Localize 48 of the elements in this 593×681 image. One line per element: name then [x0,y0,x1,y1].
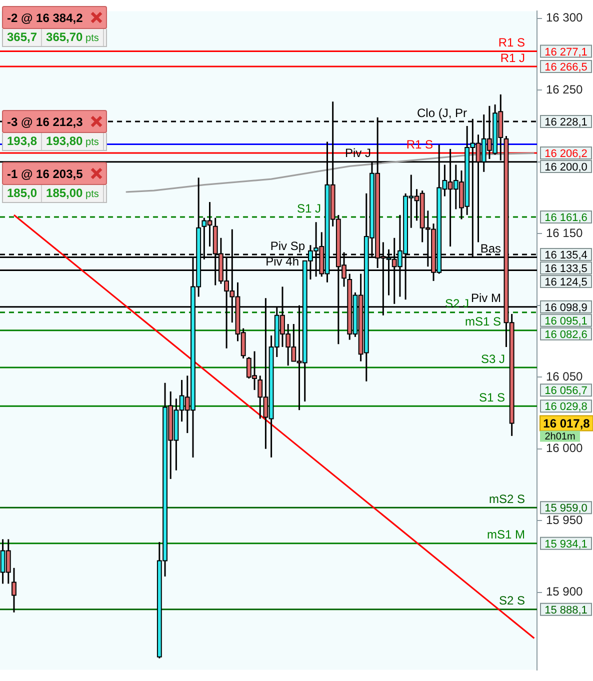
y-tick-label: 16 250 [546,82,584,96]
annotation: 365,70 pts [42,29,104,46]
ref-line-label: Bas [480,242,501,256]
y-tick-label: 16 050 [546,369,584,384]
text: 16 277,1 [544,46,588,58]
ref-line-label: R1 J [500,50,525,65]
annotation: 185,0 [3,185,42,202]
text: 15 934,1 [544,538,588,550]
text: 16 133,5 [544,263,588,276]
annotation: -2 @ 16 384,2 [7,10,83,24]
y-tick-label: 15 900 [546,584,584,599]
annotation: 365,7 [3,29,42,46]
ref-line-label: Clo (J, Pr [416,106,467,120]
annotation: -1 @ 16 203,5 [7,166,83,180]
ref-line-label: Piv Sp [270,238,306,253]
ref-line-label: R1 S [498,36,525,50]
y-tick-label: 16 000 [546,441,584,456]
text: 16 029,8 [544,401,588,414]
text: 16 124,5 [544,276,588,289]
text: 16 266,5 [544,61,588,74]
text: 16 017,8 [543,416,590,431]
text: 15 959,0 [544,502,588,515]
y-tick-label: 16 300 [546,10,584,25]
text: 16 056,7 [544,385,588,398]
text: 16 161,6 [544,212,588,224]
text: 16 135,4 [544,250,588,262]
ref-line-label: S2 S [498,594,525,608]
text: 16 200,0 [544,161,588,174]
y-tick-label: 15 950 [546,512,584,527]
ref-line-label: mS2 S [488,492,525,506]
ref-line-label: mS1 S [464,314,501,329]
text: 16 206,2 [544,148,588,160]
annotation: -3 @ 16 212,3 [7,114,83,128]
ref-line-label: S1 J [296,201,321,216]
ref-line-label: S1 S [478,390,505,404]
annotation: 185,00 pts [42,185,104,202]
text: 16 228,1 [544,116,588,129]
y-tick-label: 16 150 [546,226,584,240]
ref-line-label: S3 J [480,352,505,366]
text: 2h01m [544,432,576,443]
annotation: 193,80 pts [42,133,104,150]
text: 16 082,6 [544,328,588,341]
ref-line-label: mS1 M [486,528,525,542]
text: 16 098,9 [544,302,588,314]
text: 16 095,1 [544,315,588,328]
text: 15 888,1 [544,604,588,616]
ref-line-label: Piv M [471,291,502,306]
annotation: 193,8 [3,133,42,150]
